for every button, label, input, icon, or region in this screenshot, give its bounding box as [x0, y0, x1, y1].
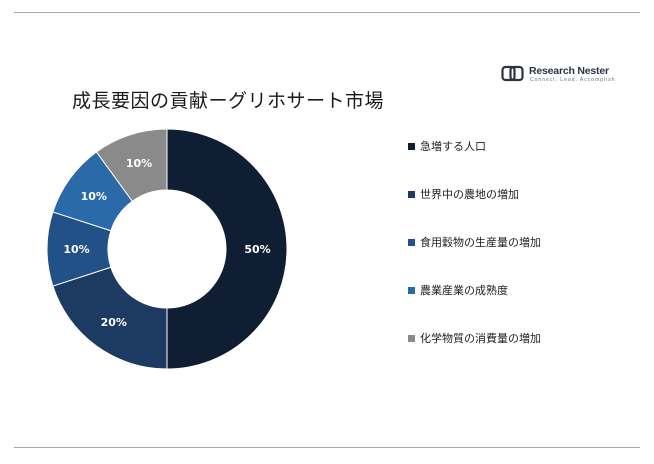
legend-item-4: 農業産業の成熟度 [408, 282, 508, 298]
donut-chart: 50% 20% 10% 10% 10% [46, 128, 288, 370]
top-divider [14, 12, 640, 13]
legend-item-3: 食用穀物の生産量の増加 [408, 234, 541, 250]
legend-label: 食用穀物の生産量の増加 [420, 236, 541, 249]
legend-swatch [408, 142, 415, 150]
legend-item-2: 世界中の農地の増加 [408, 186, 519, 202]
brand-logo: Research Nester Connect. Lead. Accomplis… [501, 64, 621, 84]
donut-slice-1 [166, 128, 288, 370]
donut-slice-5 [95, 128, 168, 202]
slice-value-label-4: 10% [81, 190, 107, 203]
legend-label: 急増する人口 [420, 140, 486, 153]
legend-label: 化学物質の消費量の増加 [420, 332, 541, 345]
slice-value-label-5: 10% [126, 157, 152, 170]
legend-swatch [408, 334, 415, 342]
slice-value-label-3: 10% [63, 243, 89, 256]
legend-item-5: 化学物質の消費量の増加 [408, 330, 541, 346]
brand-tagline: Connect. Lead. Accomplish [530, 77, 616, 83]
rn-logo-icon [501, 65, 524, 82]
donut-slice-2 [52, 266, 168, 370]
chart-title: 成長要因の貢献ーグリホサート市場 [72, 90, 385, 112]
brand-name: Research Nester [529, 65, 609, 77]
legend-swatch [408, 286, 415, 294]
legend-label: 世界中の農地の増加 [420, 188, 519, 201]
legend-swatch [408, 238, 415, 246]
legend-label: 農業産業の成熟度 [420, 284, 508, 297]
slice-value-label-2: 20% [101, 316, 127, 329]
legend-item-1: 急増する人口 [408, 138, 486, 154]
slice-value-label-1: 50% [244, 243, 270, 256]
bottom-divider [14, 447, 640, 448]
legend-swatch [408, 190, 415, 198]
